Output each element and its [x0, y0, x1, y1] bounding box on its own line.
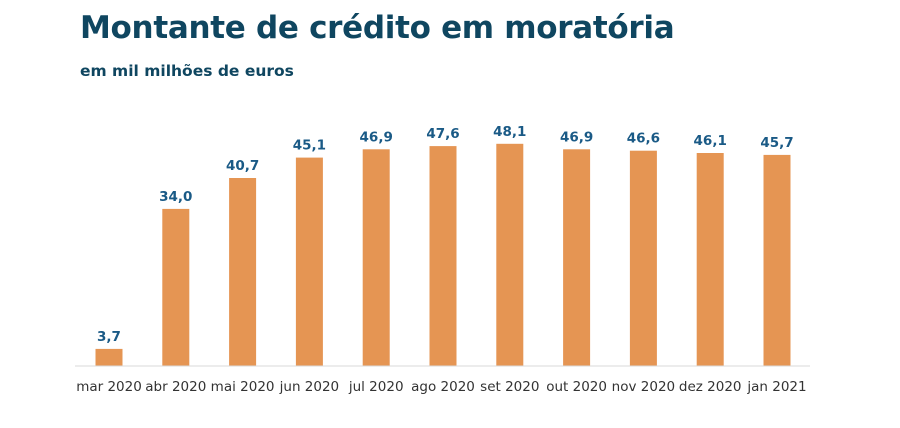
bars-group [95, 143, 791, 366]
bar-ago-2020 [429, 146, 457, 366]
x-tick-label-jul-2020: jul 2020 [348, 379, 404, 395]
bar-set-2020 [496, 143, 524, 366]
bar-dez-2020 [696, 153, 724, 366]
bar-jun-2020 [295, 157, 323, 366]
x-tick-label-jan-2021: jan 2021 [746, 379, 806, 395]
x-tick-labels-group: mar 2020 abr 2020 mai 2020 jun 2020 jul 2020… [76, 379, 806, 395]
data-label-out-2020: 46,9 [560, 129, 593, 145]
bar-jan-2021 [763, 154, 791, 366]
chart-subtitle: em mil milhões de euros [80, 62, 294, 80]
data-label-ago-2020: 47,6 [426, 126, 459, 142]
data-label-jan-2021: 45,7 [760, 135, 793, 151]
data-label-jul-2020: 46,9 [360, 129, 393, 145]
bar-jul-2020 [362, 149, 390, 366]
x-tick-label-out-2020: out 2020 [546, 379, 607, 395]
x-tick-label-jun-2020: jun 2020 [279, 379, 340, 395]
x-tick-label-mar-2020: mar 2020 [76, 379, 142, 395]
chart-title: Montante de crédito em moratória [80, 10, 675, 46]
x-tick-label-nov-2020: nov 2020 [612, 379, 675, 395]
bar-mar-2020 [95, 348, 123, 366]
data-labels-group: 3,7 34,0 40,7 45,1 46,9 47,6 48,1 46,9 46,6 46,1 4… [97, 124, 794, 345]
data-label-mai-2020: 40,7 [226, 158, 259, 174]
x-tick-label-mai-2020: mai 2020 [211, 379, 275, 395]
x-tick-label-abr-2020: abr 2020 [145, 379, 206, 395]
data-label-nov-2020: 46,6 [627, 131, 660, 147]
data-label-mar-2020: 3,7 [97, 329, 121, 345]
x-tick-label-ago-2020: ago 2020 [411, 379, 475, 395]
x-tick-label-dez-2020: dez 2020 [679, 379, 742, 395]
data-label-set-2020: 48,1 [493, 124, 526, 140]
data-label-dez-2020: 46,1 [694, 133, 727, 149]
bar-out-2020 [563, 149, 591, 366]
bar-nov-2020 [629, 150, 657, 366]
x-tick-label-set-2020: set 2020 [480, 379, 539, 395]
bar-abr-2020 [162, 208, 190, 366]
data-label-abr-2020: 34,0 [159, 189, 192, 205]
bar-mai-2020 [229, 178, 257, 366]
data-label-jun-2020: 45,1 [293, 138, 326, 154]
